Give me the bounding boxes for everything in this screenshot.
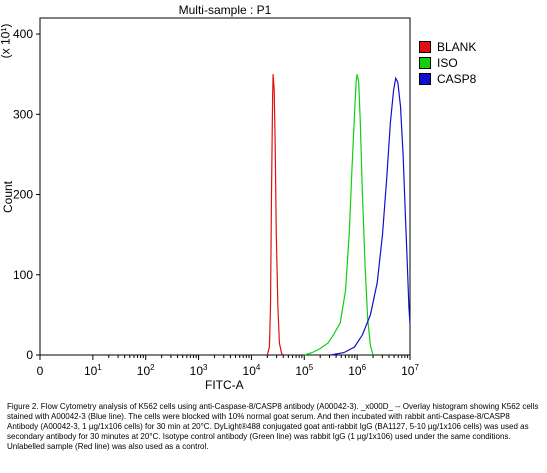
x-axis-label: FITC-A <box>205 378 244 392</box>
series-lines <box>266 74 411 356</box>
legend-swatch <box>419 73 431 85</box>
y-tick-label: 200 <box>13 188 33 202</box>
legend-label: BLANK <box>437 40 477 54</box>
x-axis-ticks: 0 101 102 103 104 105 106 107 <box>37 355 419 378</box>
y-tick-label: 0 <box>26 348 33 362</box>
legend-item-iso: ISO <box>419 55 476 71</box>
x-tick-label: 0 <box>37 364 44 378</box>
legend: BLANK ISO CASP8 <box>419 39 476 87</box>
histogram-plot: 0 100 200 300 400 0 101 102 103 104 105 106 107 <box>13 17 419 378</box>
y-tick-label: 300 <box>13 107 33 121</box>
x-tick-label: 107 <box>401 363 419 378</box>
y-tick-label: 400 <box>13 27 33 41</box>
legend-item-casp8: CASP8 <box>419 71 476 87</box>
legend-label: ISO <box>437 56 458 70</box>
series-line-blank <box>266 74 284 356</box>
series-line-iso <box>304 74 374 356</box>
figure-caption: Figure 2. Flow Cytometry analysis of K56… <box>7 402 539 451</box>
x-tick-label: 104 <box>243 363 261 378</box>
chart-title: Multi-sample : P1 <box>178 3 272 17</box>
x-tick-label: 103 <box>190 363 208 378</box>
x-tick-label: 101 <box>84 363 102 378</box>
series-line-casp8 <box>330 76 411 356</box>
legend-item-blank: BLANK <box>419 39 476 55</box>
x-tick-label: 102 <box>137 363 155 378</box>
x-tick-label: 106 <box>348 363 366 378</box>
x-tick-label: 105 <box>295 363 313 378</box>
y-axis-ticks: 0 100 200 300 400 <box>13 27 40 362</box>
plot-frame <box>39 17 411 356</box>
y-tick-label: 100 <box>13 268 33 282</box>
legend-swatch <box>419 57 431 69</box>
legend-label: CASP8 <box>437 72 477 86</box>
legend-swatch <box>419 41 431 53</box>
